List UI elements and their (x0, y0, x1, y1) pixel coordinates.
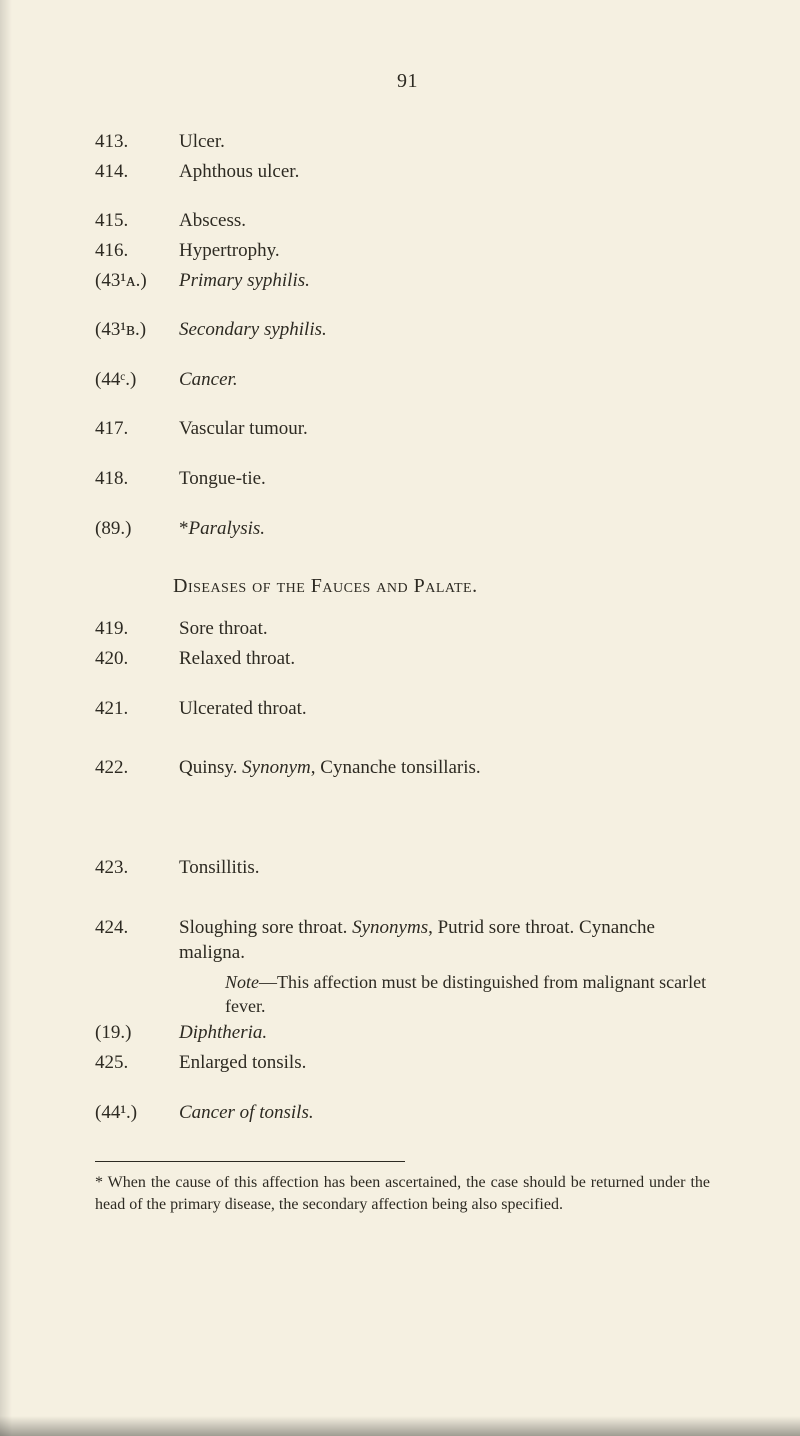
entry-text: Aphthous ulcer. (179, 159, 720, 185)
entry-text: Diphtheria. (179, 1020, 720, 1046)
entry-number: 420. (95, 646, 179, 672)
footnote-rule (95, 1161, 405, 1162)
entry-text: Cancer. (179, 367, 720, 393)
bottom-shadow (0, 1416, 800, 1436)
entry-text: *Paralysis. (179, 516, 720, 542)
entry-number: (19.) (95, 1020, 179, 1046)
entry-89: (89.) *Paralysis. (95, 516, 720, 542)
block-a-row: 414.Aphthous ulcer. (95, 159, 720, 185)
synonym-rest: , Cynanche tonsillaris. (311, 757, 481, 778)
block-b-row: (43¹ᴀ.)Primary syphilis. (95, 268, 720, 294)
entry-number: 421. (95, 696, 179, 722)
entries-block-a: 413.Ulcer.414.Aphthous ulcer. (95, 129, 720, 184)
entry-text: Hypertrophy. (179, 238, 720, 264)
entry-19: (19.) Diphtheria. (95, 1020, 720, 1046)
entry-number: (43¹ᴀ.) (95, 268, 179, 294)
entry-421: 421. Ulcerated throat. (95, 696, 720, 722)
block-c-row: 420.Relaxed throat. (95, 646, 720, 672)
entry-text: Cancer of tonsils. (179, 1100, 720, 1126)
entry-number: 414. (95, 159, 179, 185)
entries-block-c: 419.Sore throat.420.Relaxed throat. (95, 616, 720, 671)
entry-text: Secondary syphilis. (179, 317, 720, 343)
document-page: 91 413.Ulcer.414.Aphthous ulcer. 415.Abs… (0, 0, 800, 1436)
note-text: —This affection must be distinguished fr… (225, 972, 706, 1016)
binding-shadow (0, 0, 12, 1436)
entry-423: 423. Tonsillitis. (95, 855, 720, 881)
entries-block-b: 415.Abscess.416.Hypertrophy.(43¹ᴀ.)Prima… (95, 208, 720, 293)
entry-text: Tongue-tie. (179, 466, 720, 492)
entry-text: Primary syphilis. (179, 268, 720, 294)
entry-number: 413. (95, 129, 179, 155)
note-label: Note (225, 972, 259, 992)
entry-lead: Sloughing sore throat. (179, 917, 352, 938)
block-c-row: 419.Sore throat. (95, 616, 720, 642)
entry-425: 425. Enlarged tonsils. (95, 1050, 720, 1076)
entry-number: 422. (95, 755, 179, 781)
entry-43-1-b: (43¹ʙ.) Secondary syphilis. (95, 317, 720, 343)
entry-text: Vascular tumour. (179, 416, 720, 442)
entry-418: 418. Tongue-tie. (95, 466, 720, 492)
entry-number: 416. (95, 238, 179, 264)
block-b-row: 415.Abscess. (95, 208, 720, 234)
synonym-label: Synonym (242, 757, 311, 778)
entry-number: (44ᶜ.) (95, 367, 179, 393)
entry-number: (44¹.) (95, 1100, 179, 1126)
entry-text: Ulcerated throat. (179, 696, 720, 722)
entry-lead: Quinsy. (179, 757, 242, 778)
entry-text-italic: Paralysis. (189, 518, 266, 539)
entry-422: 422. Quinsy. Synonym, Cynanche tonsillar… (95, 755, 720, 781)
entry-number: 423. (95, 855, 179, 881)
entry-text: Tonsillitis. (179, 855, 720, 881)
entry-number: (43¹ʙ.) (95, 317, 179, 343)
entry-number: 418. (95, 466, 179, 492)
entry-number: 425. (95, 1050, 179, 1076)
entry-number: 415. (95, 208, 179, 234)
entry-text: Ulcer. (179, 129, 720, 155)
entry-text: Quinsy. Synonym, Cynanche tonsillaris. (179, 755, 720, 781)
section-title-fauces-palate: Diseases of the Fauces and Palate. (95, 575, 720, 598)
entry-text: Sore throat. (179, 616, 720, 642)
asterisk: * (179, 518, 189, 539)
note-424: Note—This affection must be distinguishe… (95, 970, 720, 1019)
entry-text: Relaxed throat. (179, 646, 720, 672)
entry-417: 417. Vascular tumour. (95, 416, 720, 442)
footnote-text: * When the cause of this affection has b… (95, 1172, 720, 1215)
entry-text: Abscess. (179, 208, 720, 234)
entry-424: 424. Sloughing sore throat. Synonyms, Pu… (95, 915, 720, 966)
entry-number: (89.) (95, 516, 179, 542)
page-number: 91 (95, 70, 720, 93)
block-b-row: 416.Hypertrophy. (95, 238, 720, 264)
block-a-row: 413.Ulcer. (95, 129, 720, 155)
entry-text: Enlarged tonsils. (179, 1050, 720, 1076)
synonym-label: Synonyms (352, 917, 428, 938)
entry-44-c: (44ᶜ.) Cancer. (95, 367, 720, 393)
entry-number: 419. (95, 616, 179, 642)
entry-44-1: (44¹.) Cancer of tonsils. (95, 1100, 720, 1126)
entry-number: 424. (95, 915, 179, 941)
entry-text: Sloughing sore throat. Synonyms, Putrid … (179, 915, 720, 966)
entry-number: 417. (95, 416, 179, 442)
